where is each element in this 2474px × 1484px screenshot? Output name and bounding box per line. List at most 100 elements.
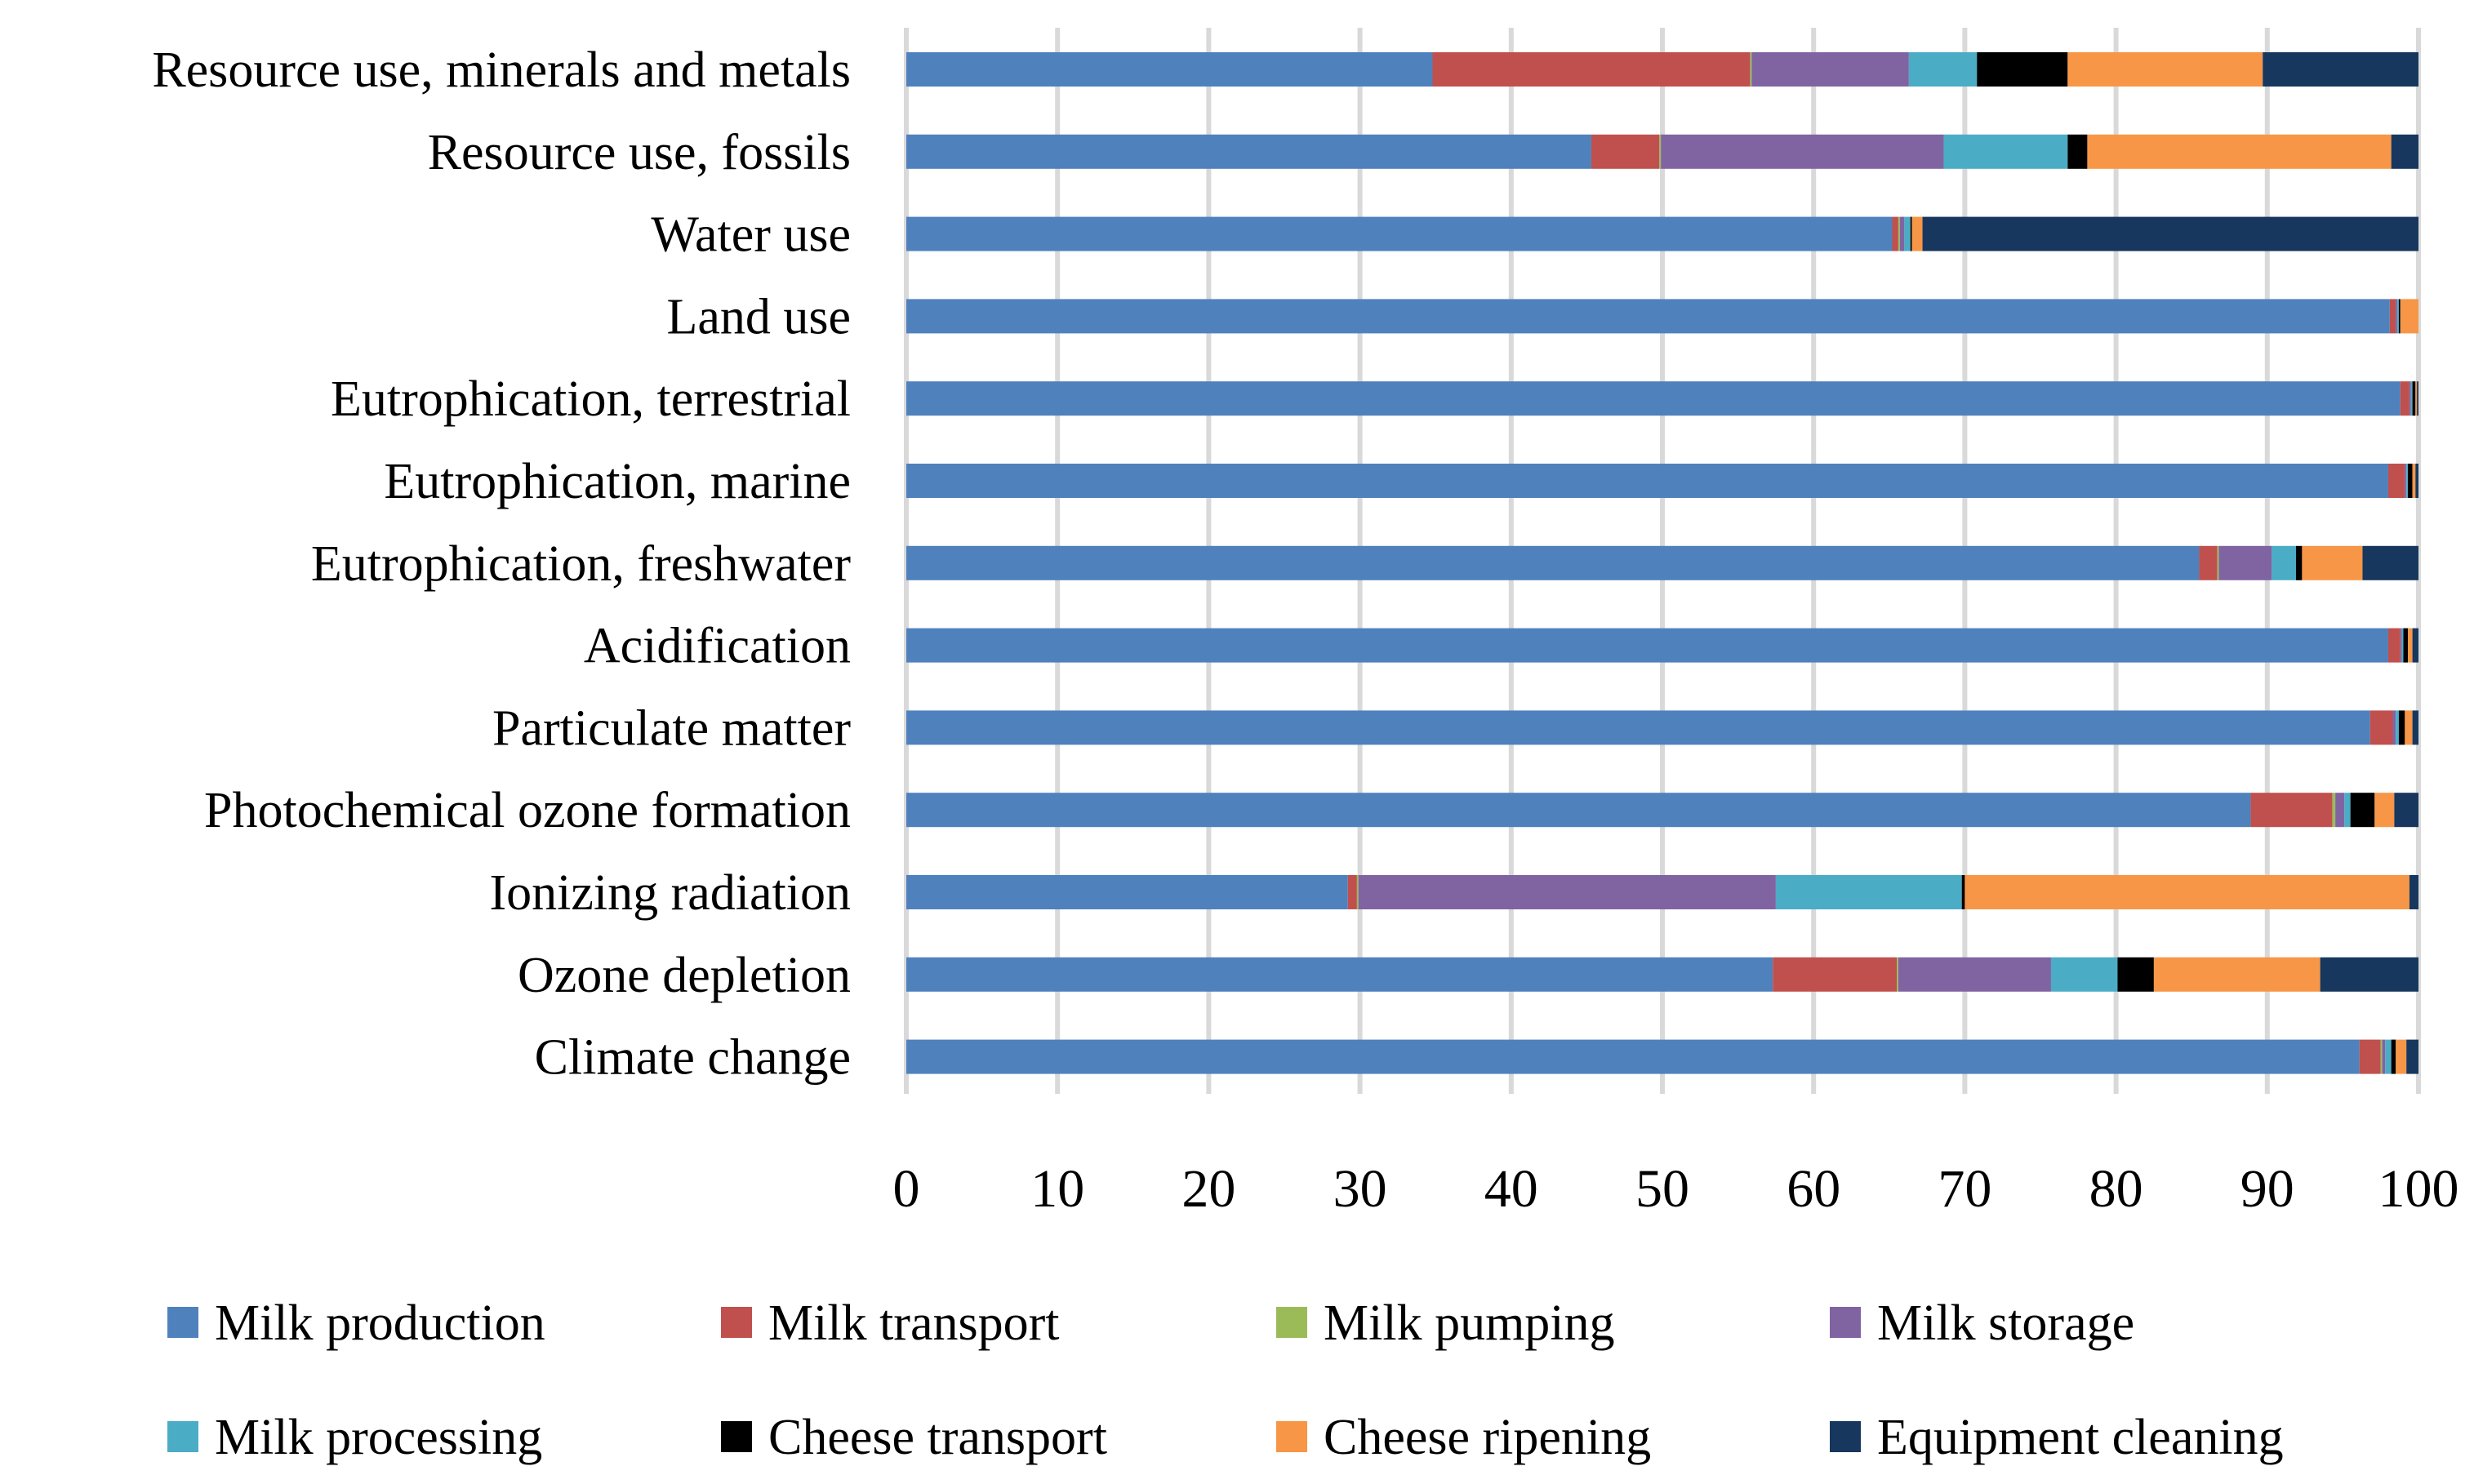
x-tick-label: 100 [2378, 1159, 2459, 1219]
bar-segment-milk-processing [2397, 299, 2399, 334]
bar-segment-milk-storage [1358, 875, 1776, 909]
bar-segment-milk-storage [2382, 1039, 2386, 1074]
bar-segment-milk-pumping [1750, 52, 1752, 87]
bar-segment-milk-storage [1899, 216, 1905, 251]
bar-segment-milk-pumping [1356, 875, 1359, 909]
bar-segment-equipment-cleaning [2263, 52, 2418, 87]
bar-segment-milk-storage [2335, 793, 2345, 828]
category-label: Photochemical ozone formation [204, 783, 851, 838]
x-tick-label: 40 [1484, 1159, 1538, 1219]
bar-segment-milk-transport [2387, 464, 2405, 498]
bar-segment-milk-production [906, 710, 2370, 745]
bar-segment-equipment-cleaning [2394, 793, 2418, 828]
bar-segment-cheese-ripening [1965, 875, 2409, 909]
bar-segment-cheese-transport [2391, 1039, 2396, 1074]
bar-segment-milk-processing [2401, 628, 2404, 663]
bar-segment-equipment-cleaning [2391, 134, 2418, 169]
bar-segment-cheese-ripening [2302, 545, 2363, 580]
bar-segment-cheese-transport [2295, 545, 2303, 580]
legend-label: Equipment cleaning [1877, 1410, 2284, 1465]
legend-swatch [1830, 1421, 1861, 1452]
legend: Milk production Milk transport Milk pumpin… [167, 1295, 2284, 1465]
bars [906, 52, 2418, 1074]
category-label: Ionizing radiation [490, 865, 851, 921]
bar-segment-equipment-cleaning [1922, 216, 2418, 251]
category-label: Eutrophication, freshwater [311, 536, 851, 592]
bar-segment-milk-pumping [1897, 957, 1898, 992]
bar-segment-milk-production [906, 216, 1893, 251]
category-label: Particulate matter [492, 700, 851, 756]
bar-segment-milk-processing [2410, 381, 2413, 416]
bar-segment-cheese-transport [2412, 381, 2416, 416]
bar-segment-milk-storage [1661, 134, 1944, 169]
x-tick-label: 50 [1635, 1159, 1689, 1219]
x-tick-label: 30 [1333, 1159, 1387, 1219]
bar-segment-milk-processing [2272, 545, 2296, 580]
bar-segment-cheese-transport [2067, 134, 2088, 169]
bar-segment-milk-transport [2359, 1039, 2381, 1074]
bar-segment-milk-processing [2406, 464, 2409, 498]
category-label: Resource use, minerals and metals [152, 42, 851, 98]
bar-segment-milk-production [906, 134, 1591, 169]
bar-segment-cheese-transport [2398, 710, 2405, 745]
category-label: Ozone depletion [518, 948, 851, 1003]
bar-segment-milk-production [906, 299, 2390, 334]
category-label: Climate change [535, 1030, 851, 1086]
x-tick-label: 10 [1030, 1159, 1084, 1219]
bar-segment-milk-production [906, 875, 1348, 909]
legend-label: Cheese transport [768, 1410, 1107, 1465]
bar-segment-milk-transport [2389, 299, 2396, 334]
x-axis-ticks: 0 10 20 30 40 50 60 70 80 90 100 [893, 1159, 2459, 1219]
bar-segment-milk-processing [1904, 216, 1911, 251]
bar-segment-milk-transport [2387, 628, 2401, 663]
bar-segment-equipment-cleaning [2417, 381, 2418, 416]
legend-swatch [1276, 1421, 1307, 1452]
bar-segment-milk-production [906, 1039, 2360, 1074]
bar-segment-equipment-cleaning [2412, 710, 2418, 745]
bar-segment-milk-production [906, 957, 1773, 992]
bar-segment-equipment-cleaning [2412, 628, 2418, 663]
bar-segment-milk-processing [1908, 52, 1978, 87]
bar-segment-milk-pumping [2217, 545, 2219, 580]
bar-segment-milk-processing [1943, 134, 2068, 169]
legend-swatch [1276, 1307, 1307, 1338]
legend-label: Milk transport [768, 1295, 1059, 1351]
x-tick-label: 0 [893, 1159, 920, 1219]
bar-segment-milk-transport [2369, 710, 2393, 745]
bar-segment-cheese-ripening [2153, 957, 2320, 992]
bar-segment-milk-storage [2405, 464, 2407, 498]
bar-segment-milk-processing [2344, 793, 2351, 828]
bar-segment-cheese-ripening [2400, 299, 2418, 334]
bar-segment-milk-pumping [1659, 134, 1662, 169]
bar-segment-cheese-ripening [2374, 793, 2395, 828]
bar-segment-milk-transport [1432, 52, 1751, 87]
bar-segment-milk-storage [1751, 52, 1909, 87]
bar-segment-equipment-cleaning [2320, 957, 2418, 992]
bar-segment-cheese-transport [2408, 464, 2413, 498]
bar-segment-milk-storage [2396, 299, 2398, 334]
bar-segment-milk-transport [1892, 216, 1898, 251]
bar-segment-cheese-ripening [2405, 710, 2413, 745]
bar-segment-cheese-transport [2398, 299, 2401, 334]
x-tick-label: 90 [2240, 1159, 2294, 1219]
bar-segment-cheese-ripening [2412, 464, 2416, 498]
bar-segment-cheese-transport [1961, 875, 1965, 909]
bar-segment-cheese-ripening [2067, 52, 2263, 87]
bar-segment-milk-production [906, 464, 2388, 498]
x-tick-label: 20 [1181, 1159, 1235, 1219]
bar-segment-equipment-cleaning [2362, 545, 2418, 580]
bar-segment-milk-pumping [1898, 216, 1900, 251]
legend-swatch [167, 1421, 198, 1452]
legend-swatch [721, 1421, 752, 1452]
legend-swatch [721, 1307, 752, 1338]
bar-segment-cheese-transport [2403, 628, 2409, 663]
legend-label: Milk pumping [1324, 1295, 1615, 1351]
bar-segment-milk-production [906, 381, 2401, 416]
bar-segment-milk-production [906, 52, 1433, 87]
bar-segment-milk-processing [2396, 710, 2399, 745]
bar-segment-milk-transport [1347, 875, 1357, 909]
legend-label: Milk storage [1877, 1295, 2134, 1351]
bar-segment-milk-pumping [2380, 1039, 2383, 1074]
bar-segment-cheese-ripening [1911, 216, 1923, 251]
category-label: Resource use, fossils [428, 125, 851, 180]
